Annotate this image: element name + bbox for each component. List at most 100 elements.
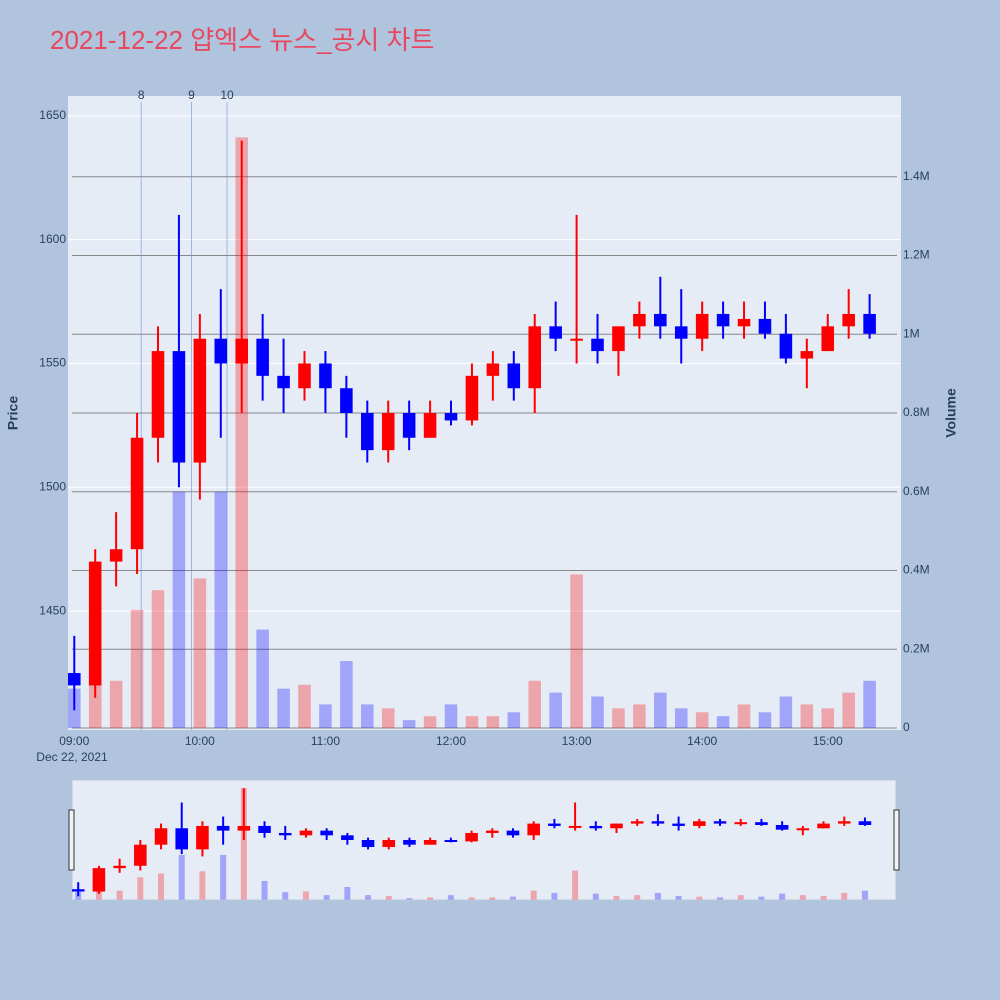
slider-handle[interactable] — [893, 809, 900, 871]
candle-body — [258, 825, 271, 833]
slider-volume-bar — [737, 895, 744, 900]
slider-volume-bar — [95, 888, 102, 900]
candle-body — [175, 828, 189, 850]
volume-bar — [486, 716, 500, 729]
volume-bar — [381, 708, 395, 729]
candle-body — [716, 313, 730, 327]
candle-body — [528, 326, 542, 389]
slider-volume-bar — [572, 870, 579, 900]
candle-body — [130, 437, 144, 550]
candle-body — [298, 363, 311, 389]
candle-body — [319, 363, 332, 389]
x-tick-label: 11:00 — [311, 734, 340, 748]
slider-handle[interactable] — [68, 809, 75, 871]
x-tick-label: 13:00 — [562, 734, 592, 748]
candle-body — [402, 413, 416, 438]
candle-body — [842, 313, 855, 327]
candle-body — [486, 830, 499, 833]
volume-bar — [298, 684, 311, 729]
y2-tick-label: 0.8M — [903, 405, 930, 419]
volume-bar — [109, 680, 123, 729]
candle-body — [858, 821, 872, 825]
slider-volume-bar — [779, 893, 786, 900]
x-date-label: Dec 22, 2021 — [36, 750, 108, 764]
candle-body — [320, 830, 333, 836]
volume-bar — [235, 137, 248, 729]
candle-body — [821, 326, 835, 352]
volume-bar — [277, 688, 290, 729]
candle-body — [71, 889, 85, 892]
candle-body — [134, 844, 147, 866]
y2-tick-label: 1.2M — [903, 248, 930, 262]
volume-bar — [465, 716, 479, 729]
candle-body — [633, 313, 646, 327]
x-tick-label: 14:00 — [687, 734, 717, 748]
candle-body — [465, 375, 479, 421]
volume-bar — [654, 692, 667, 729]
slider-volume-bar — [323, 895, 330, 900]
volume-bar — [800, 704, 814, 729]
slider-volume-bar — [178, 854, 185, 900]
x-tick-label: 10:00 — [185, 734, 215, 748]
volume-bar — [130, 609, 144, 729]
candle-body — [674, 326, 688, 339]
slider-volume-bar — [613, 895, 620, 900]
candle-body — [549, 326, 562, 339]
candle-body — [154, 828, 168, 845]
candle-body — [651, 821, 665, 824]
candle-body — [340, 388, 353, 413]
slider-volume-bar — [717, 897, 724, 900]
volume-bar — [507, 712, 521, 729]
volume-bar — [758, 712, 772, 729]
y-tick-label: 1500 — [39, 479, 66, 493]
candle-body — [672, 823, 685, 826]
volume-bar — [549, 692, 562, 729]
x-tick-label: 12:00 — [436, 734, 466, 748]
volume-bar — [340, 661, 353, 729]
candle-body — [817, 823, 830, 829]
slider-volume-bar — [137, 877, 144, 900]
candle-body — [193, 338, 207, 463]
y2-tick-label: 0.6M — [903, 484, 930, 498]
volume-bar — [151, 590, 165, 729]
y-tick-label: 1650 — [39, 108, 66, 122]
candle-body — [737, 318, 751, 327]
volume-bar — [612, 708, 625, 729]
candle-body — [796, 828, 810, 831]
candle-body — [278, 832, 292, 836]
volume-bar — [214, 491, 228, 729]
range-slider[interactable] — [71, 779, 897, 901]
slider-volume-bar — [841, 892, 848, 900]
candle-body — [734, 822, 748, 825]
volume-bar — [423, 716, 437, 729]
candle-body — [506, 830, 520, 836]
candle-body — [837, 821, 851, 824]
candle-body — [444, 840, 458, 842]
annotation-label: 8 — [138, 88, 145, 102]
candle-body — [381, 413, 395, 451]
volume-bar — [695, 712, 709, 729]
volume-bar — [633, 704, 646, 729]
candle-body — [693, 821, 706, 826]
y-tick-label: 1600 — [39, 232, 66, 246]
y2-tick-label: 0 — [903, 720, 910, 734]
candle-body — [570, 338, 583, 341]
volume-bar — [737, 704, 751, 729]
slider-volume-bar — [551, 892, 558, 900]
slider-volume-bar — [820, 895, 827, 900]
slider-volume-bar — [530, 890, 537, 900]
candle-body — [486, 363, 500, 376]
candle-body — [341, 835, 354, 840]
slider-volume-bar — [654, 892, 661, 900]
volume-bar — [193, 578, 207, 729]
slider-volume-bar — [447, 895, 454, 900]
candle-body — [612, 326, 625, 352]
candle-body — [151, 351, 165, 438]
candle-body — [214, 338, 228, 364]
slider-volume-bar — [509, 896, 516, 900]
volume-bar — [863, 680, 876, 729]
volume-bar — [570, 574, 583, 729]
candle-body — [758, 318, 772, 334]
candle-body — [507, 363, 521, 389]
